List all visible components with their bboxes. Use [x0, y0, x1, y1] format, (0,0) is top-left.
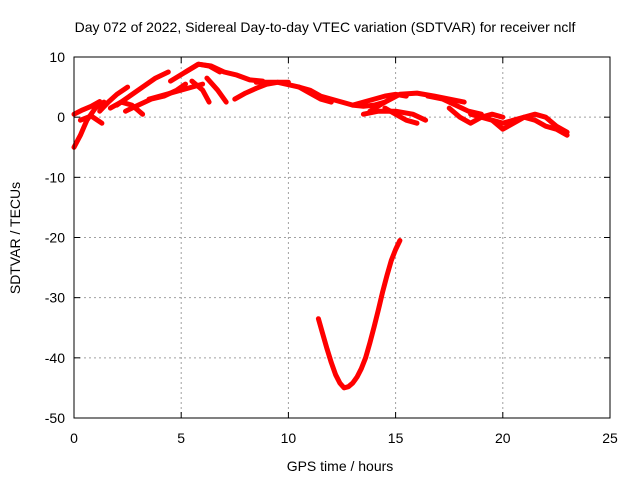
y-axis-label: SDTVAR / TECUs: [7, 182, 23, 294]
series-line-track-25: [315, 238, 403, 391]
y-tick-label: -30: [45, 290, 65, 306]
x-tick-label: 20: [495, 430, 511, 446]
x-tick-label: 0: [70, 430, 78, 446]
x-axis-label: GPS time / hours: [287, 458, 394, 474]
x-tick-label: 25: [602, 430, 618, 446]
series-line-track-6: [114, 69, 171, 108]
y-tick-label: 10: [49, 49, 65, 65]
y-tick-label: -50: [45, 410, 65, 426]
series-line-track-2: [71, 99, 103, 117]
x-tick-label: 15: [388, 430, 404, 446]
x-tick-label: 5: [177, 430, 185, 446]
y-tick-label: -10: [45, 169, 65, 185]
series-line-track-10: [183, 61, 266, 84]
series-line-track-11: [189, 78, 212, 105]
y-tick-label: -40: [45, 350, 65, 366]
x-tick-label: 10: [281, 430, 297, 446]
series-line-track-23: [489, 114, 527, 132]
y-tick-label: 0: [57, 109, 65, 125]
series-line-track-19: [382, 105, 420, 126]
series-line-track-15: [296, 84, 334, 105]
series-line-track-14: [253, 79, 388, 109]
series-line-track-18: [360, 108, 429, 123]
series-line-track-4: [97, 84, 131, 114]
series-line-track-24: [521, 114, 570, 138]
series-line-track-12: [204, 75, 229, 105]
series-line-track-21: [446, 105, 506, 126]
grid: [74, 57, 610, 418]
series-line-track-3: [77, 113, 105, 126]
chart-title: Day 072 of 2022, Sidereal Day-to-day VTE…: [75, 19, 576, 35]
series-line-track-20: [425, 93, 484, 117]
series-layer: [71, 61, 570, 391]
series-line-track-8: [146, 81, 206, 102]
ticks: 0 5 10 15 20 25 -50 -40 -30 -20 -10 0 10: [45, 49, 618, 446]
series-line-track-17: [367, 90, 467, 114]
y-tick-label: -20: [45, 230, 65, 246]
